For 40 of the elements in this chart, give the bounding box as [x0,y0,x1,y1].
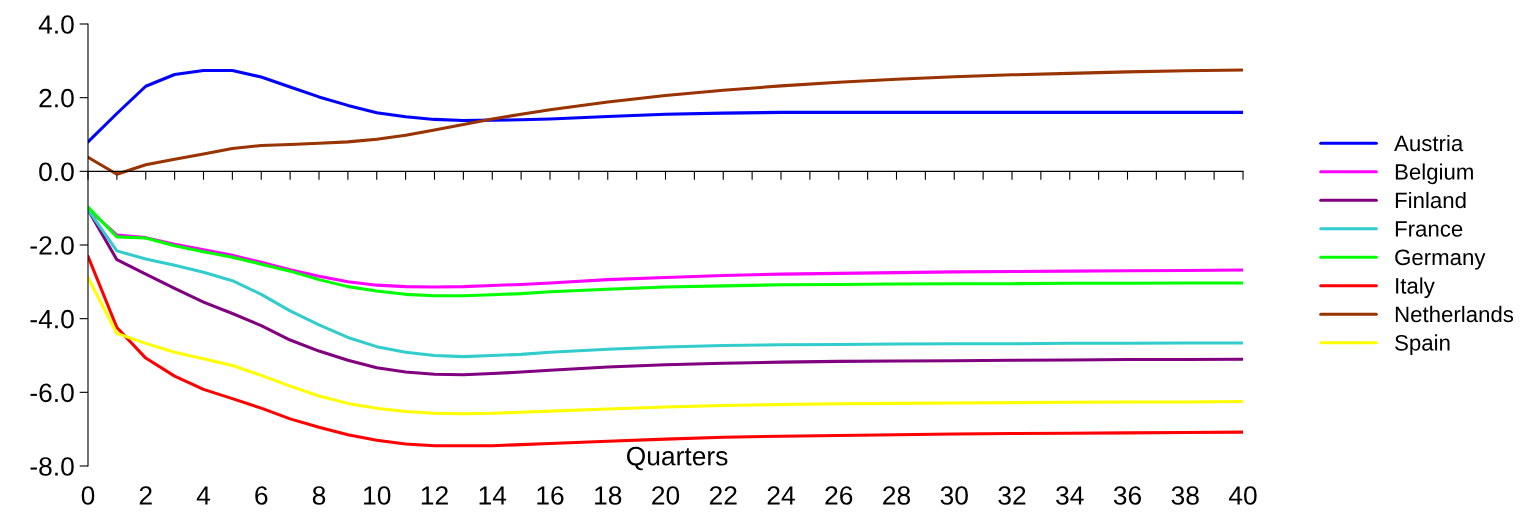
legend-label: Germany [1395,249,1486,270]
x-tick-label: 26 [825,486,853,505]
y-tick-label: -2.0 [30,236,74,255]
y-tick-label: 0.0 [39,162,74,182]
x-tick-label: 8 [312,486,326,505]
legend-label: Netherlands [1395,305,1514,323]
legend-label: Austria [1394,134,1464,152]
legend-label: Spain [1395,334,1450,356]
x-tick-label: 22 [709,486,737,505]
x-tick-label: 40 [1228,486,1257,505]
y-tick-label: -8.0 [30,457,74,476]
line-series [88,254,1243,448]
x-axis-title: Quarters [626,446,728,471]
x-tick-label: 32 [998,486,1026,505]
x-tick-label: 30 [940,486,968,505]
y-tick-label: 2.0 [39,88,74,108]
x-tick-label: 14 [479,486,507,505]
x-tick-label: 12 [421,486,448,505]
x-tick-label: 4 [196,486,211,505]
x-tick-label: 6 [255,486,268,505]
legend-label: Finland [1395,191,1466,209]
legend-label: France [1395,221,1463,237]
y-tick-label: -4.0 [30,309,74,329]
y-tick-label: 4.0 [38,15,74,34]
line-series [88,275,1243,416]
x-tick-label: 36 [1113,486,1142,505]
x-tick-label: 38 [1171,486,1199,505]
legend-label: Belgium [1395,163,1473,185]
x-tick-label: 34 [1056,486,1084,505]
line-series [88,68,1243,144]
x-tick-label: 28 [883,486,911,505]
x-tick-label: 0 [81,486,95,505]
x-tick-label: 2 [139,486,152,505]
x-tick-label: 16 [537,486,564,505]
x-tick-label: 24 [767,486,795,505]
x-tick-label: 20 [652,486,680,505]
legend-label: Italy [1396,277,1435,299]
x-tick-label: 10 [364,486,391,505]
x-tick-label: 18 [595,486,622,505]
y-tick-label: -6.0 [30,383,74,403]
